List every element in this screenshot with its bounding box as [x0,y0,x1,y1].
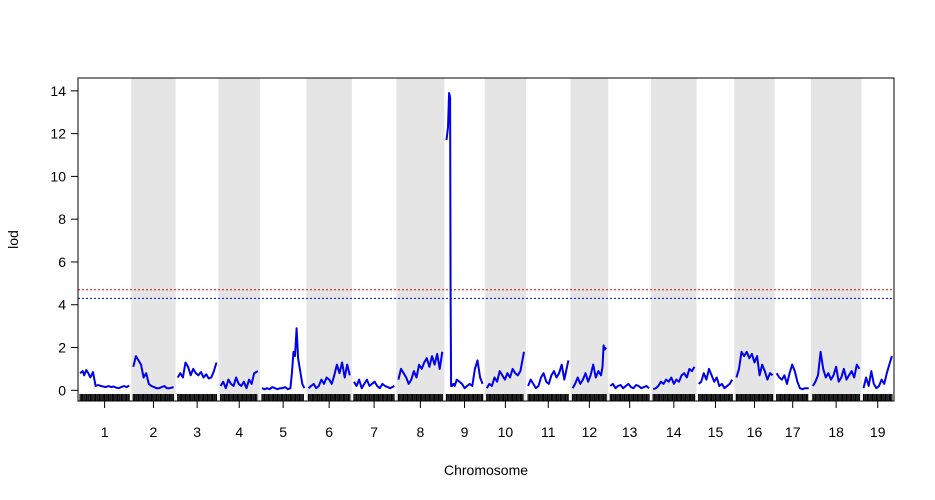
x-tick-label: 1 [101,424,109,440]
y-tick-label: 8 [58,211,66,227]
y-axis: 0 2 4 6 8 10 12 14 [50,83,78,398]
marker-rug [79,394,893,401]
x-axis-title: Chromosome [444,462,528,478]
x-tick-label: 5 [279,424,287,440]
band-chr-16 [734,78,775,401]
x-tick-label: 2 [150,424,158,440]
y-tick-label: 2 [58,340,66,356]
y-tick-label: 6 [58,254,66,270]
x-tick-label: 16 [747,424,763,440]
band-chr-18 [810,78,862,401]
threshold-lines [78,289,894,299]
band-chr-10 [484,78,527,401]
lod-curve-chr-9 [445,92,484,390]
lod-curve-chr-3 [176,361,218,380]
x-tick-label: 3 [193,424,201,440]
lod-curve-chr-2 [132,355,174,390]
y-tick-label: 12 [50,126,66,142]
band-chr-14 [651,78,697,401]
lod-curves [79,92,893,391]
lod-curve-chr-4 [219,370,259,390]
lod-curve-chr-12 [571,344,608,389]
lod-curve-chr-7 [353,378,395,390]
x-tick-label: 7 [370,424,378,440]
lod-curve-chr-14 [652,366,696,391]
x-tick-label: 10 [498,424,514,440]
y-tick-label: 10 [50,168,66,184]
x-tick-label: 8 [416,424,424,440]
lod-curve-chr-11 [527,360,570,390]
chromosome-bands [131,78,862,401]
lod-curve-chr-16 [735,350,774,381]
x-tick-label: 15 [708,424,724,440]
x-tick-label: 9 [461,424,469,440]
x-tick-label: 6 [325,424,333,440]
y-tick-label: 14 [50,83,66,99]
lod-curve-chr-5 [261,327,306,391]
x-tick-label: 4 [235,424,243,440]
lod-curve-chr-6 [307,361,351,390]
lod-curve-chr-10 [485,351,525,389]
x-tick-label: 18 [828,424,844,440]
y-tick-label: 4 [58,297,66,313]
x-tick-label: 14 [666,424,682,440]
lod-curve-chr-17 [775,363,809,391]
lod-curve-chr-8 [397,351,444,385]
x-tick-label: 13 [622,424,638,440]
lod-curve-chr-18 [812,350,861,387]
band-chr-2 [131,78,176,401]
band-chr-6 [306,78,352,401]
x-tick-label: 11 [541,424,556,440]
y-axis-title: lod [5,230,21,249]
lod-curve-chr-19 [862,355,893,390]
y-tick-label: 0 [58,382,66,398]
band-chr-4 [218,78,260,401]
plot-frame [77,77,895,402]
x-tick-label: 19 [870,424,886,440]
lod-curve-chr-13 [609,382,650,390]
band-chr-12 [570,78,609,401]
x-axis: 1 2 3 4 5 6 7 8 9 10 11 12 13 14 15 16 17 18 19 [101,401,886,440]
x-tick-label: 17 [785,424,801,440]
band-chr-8 [396,78,445,401]
x-tick-label: 12 [582,424,598,440]
lod-curve-chr-15 [698,367,734,390]
lod-curve-chr-1 [79,369,130,390]
